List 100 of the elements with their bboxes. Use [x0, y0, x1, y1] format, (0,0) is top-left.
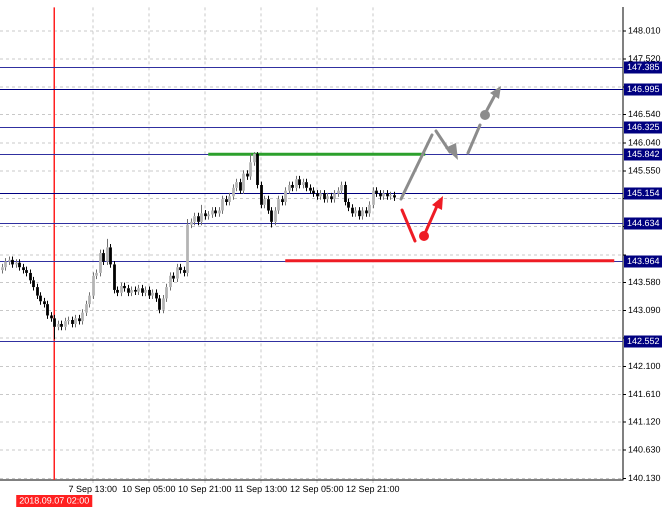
candlestick	[207, 210, 210, 220]
candlestick	[312, 186, 315, 198]
candlestick	[316, 190, 319, 200]
candlestick	[81, 308, 84, 326]
x-tick-label: 2018.09.07 02:00	[19, 495, 90, 506]
y-tick-label: 141.120	[628, 416, 661, 427]
candlestick	[393, 191, 396, 202]
x-tick-label: 11 Sep 13:00	[234, 484, 288, 494]
y-tick-label: 146.040	[628, 137, 661, 148]
candlestick	[333, 190, 336, 204]
candlestick	[193, 212, 196, 226]
candlestick	[249, 153, 252, 180]
candlestick	[379, 190, 382, 200]
candlestick	[239, 178, 242, 195]
candlestick	[169, 272, 172, 292]
candlestick	[284, 186, 287, 206]
candlestick	[291, 181, 294, 192]
y-tick-label: 146.540	[628, 109, 661, 120]
candlestick	[211, 206, 214, 218]
candlestick	[176, 263, 179, 282]
candlestick	[323, 190, 326, 204]
candlestick	[11, 256, 14, 268]
candlestick	[354, 206, 357, 218]
y-tick-label: 143.090	[628, 304, 661, 315]
candlestick	[60, 320, 63, 331]
candlestick	[319, 190, 322, 200]
candlestick	[361, 206, 364, 220]
candlestick	[281, 195, 284, 206]
ref-line-label: 146.995	[627, 84, 660, 94]
ref-line-label: 146.325	[627, 122, 660, 132]
candlestick	[260, 181, 263, 209]
ref-line-label: 145.154	[627, 188, 660, 198]
candlestick	[151, 288, 154, 300]
candlestick	[253, 152, 256, 166]
candlestick	[256, 152, 259, 189]
candlestick	[57, 320, 60, 331]
candlestick	[309, 184, 312, 195]
candlestick	[123, 282, 126, 292]
x-tick-label: 7 Sep 13:00	[68, 484, 118, 494]
candlestick	[99, 249, 102, 277]
candlestick	[200, 204, 203, 226]
ref-line-label: 147.385	[627, 62, 660, 72]
candlestick	[288, 181, 291, 195]
candlestick	[137, 284, 140, 296]
candlestick	[92, 272, 95, 300]
candlestick	[172, 272, 175, 282]
candlestick	[302, 178, 305, 189]
candlestick	[197, 212, 200, 226]
ref-line-label: 142.552	[627, 336, 660, 346]
candlestick	[74, 314, 77, 328]
x-tick-label: 12 Sep 21:00	[346, 484, 400, 494]
candlestick	[368, 200, 371, 218]
ref-line-label: 143.964	[627, 256, 660, 266]
candlestick	[225, 195, 228, 206]
candlestick	[242, 170, 245, 195]
candlestick	[18, 258, 21, 272]
y-tick-label: 142.100	[628, 361, 661, 372]
candlestick	[53, 314, 56, 340]
candlestick	[8, 256, 11, 266]
y-tick-label: 143.580	[628, 277, 661, 288]
x-tick-label: 10 Sep 05:00	[122, 484, 176, 494]
candlestick	[25, 266, 28, 277]
ref-line-label: 144.634	[627, 218, 660, 228]
x-tick-label: 12 Sep 05:00	[290, 484, 344, 494]
candlestick	[221, 195, 224, 214]
y-tick-label: 140.130	[628, 472, 661, 483]
candlestick	[130, 286, 133, 297]
candlestick	[382, 190, 385, 200]
y-tick-label: 145.550	[628, 165, 661, 176]
candlestick	[109, 243, 112, 268]
y-tick-label: 147.520	[628, 54, 661, 64]
x-tick-label: 10 Sep 21:00	[178, 484, 232, 494]
candlestick	[214, 206, 217, 218]
candlestick	[305, 178, 308, 192]
candlestick	[4, 258, 7, 272]
candlestick	[179, 263, 182, 274]
candlestick	[78, 314, 81, 326]
y-tick-label: 141.610	[628, 388, 661, 399]
candlestick	[295, 175, 298, 192]
candlestick	[144, 286, 147, 297]
candlestick	[340, 181, 343, 195]
candlestick	[330, 192, 333, 204]
candlestick	[113, 260, 116, 294]
candlestick	[120, 282, 123, 297]
candlestick	[22, 263, 25, 274]
candlestick	[372, 186, 375, 209]
candlestick	[375, 186, 378, 198]
candlestick	[386, 190, 389, 200]
candlestick	[64, 317, 67, 331]
y-tick-label: 148.010	[628, 26, 661, 36]
candlestick	[46, 300, 49, 320]
candlestick	[358, 206, 361, 220]
candlestick	[148, 286, 151, 300]
candlestick	[365, 206, 368, 218]
candlestick	[134, 286, 137, 296]
candlestick	[186, 218, 189, 277]
candlestick	[228, 192, 231, 206]
y-tick-label: 140.630	[628, 444, 661, 454]
candlestick	[15, 258, 18, 268]
candlestick	[183, 266, 186, 277]
